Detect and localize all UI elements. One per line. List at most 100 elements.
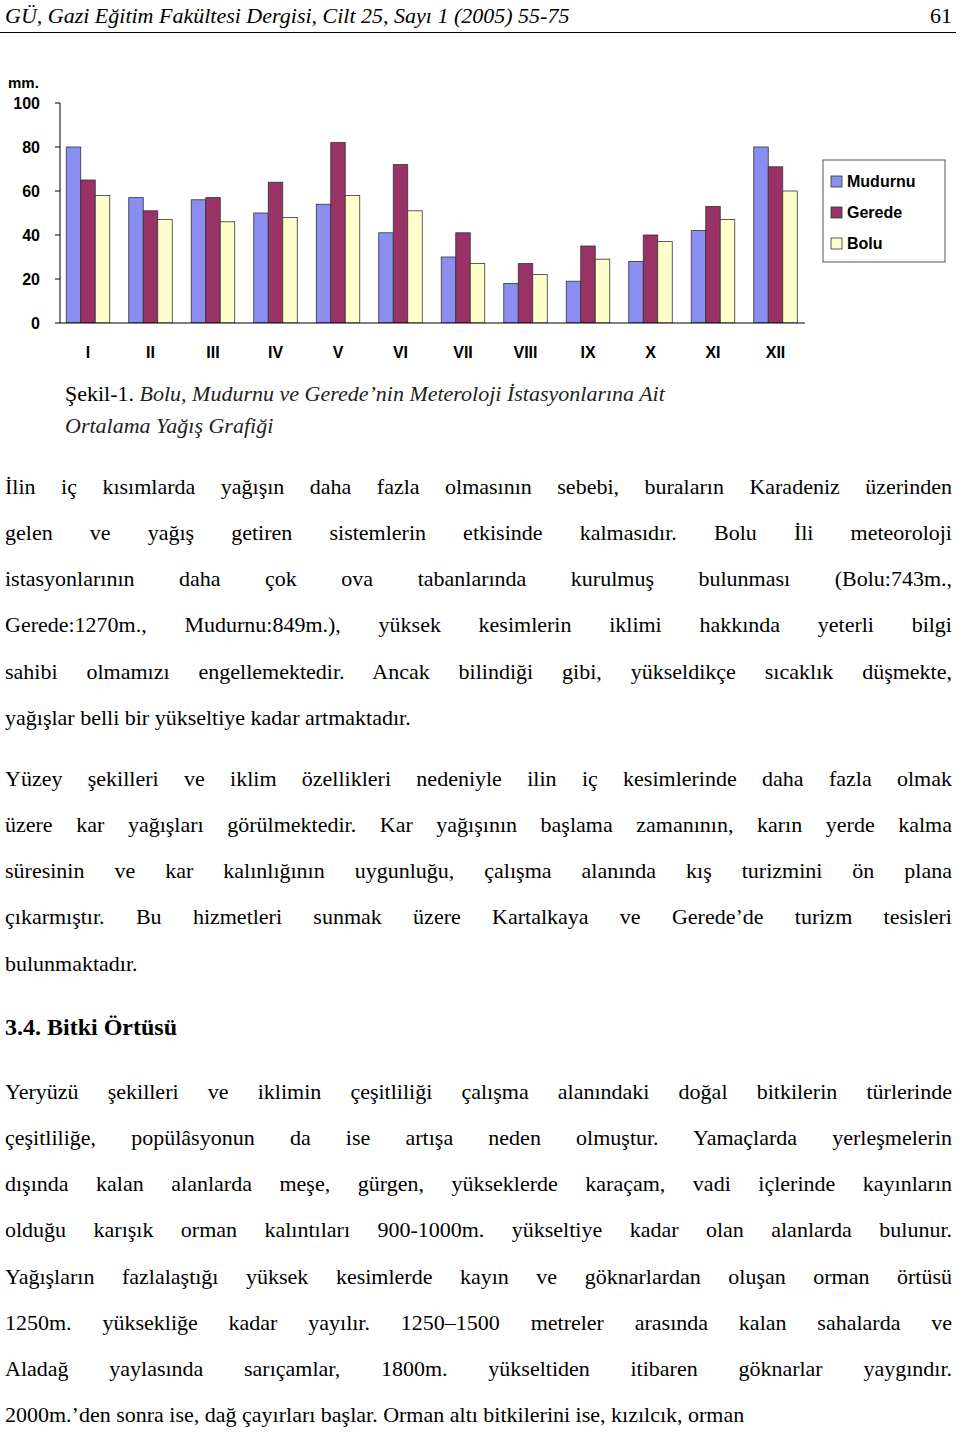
body-line: olduğu karışık orman kalıntıları 900-100… (5, 1216, 952, 1244)
x-tick-label: VIII (513, 344, 537, 361)
bar (629, 261, 644, 323)
legend-label: Mudurnu (847, 173, 915, 190)
body-line: 1250m. yüksekliğe kadar yayılır. 1250–15… (5, 1309, 952, 1337)
bar (643, 235, 658, 323)
bar (441, 257, 456, 323)
x-tick-label: V (333, 344, 344, 361)
body-line: çıkarmıştır. Bu hizmetleri sunmak üzere … (5, 903, 952, 931)
x-tick-label: IX (580, 344, 595, 361)
y-tick (55, 147, 60, 148)
bar (456, 233, 471, 323)
bar (143, 211, 158, 323)
body-line: üzere kar yağışları görülmektedir. Kar y… (5, 811, 952, 839)
body-line: Yüzey şekilleri ve iklim özellikleri ned… (5, 765, 952, 793)
bar (408, 211, 423, 323)
bar (754, 147, 769, 323)
y-tick-label: 60 (22, 183, 40, 200)
caption-text: Bolu, Mudurnu ve Gerede’nin Meteroloji İ… (140, 381, 665, 406)
chart: mm.020406080100IIIIIIIVVVIVIIVIIIIXXXIXI… (0, 0, 960, 375)
bar (706, 206, 721, 323)
body-line: Gerede:1270m., Mudurnu:849m.), yüksek ke… (5, 611, 952, 639)
legend-swatch (831, 176, 842, 187)
bar (283, 217, 298, 323)
body-line: gelen ve yağış getiren sistemlerin etkis… (5, 519, 952, 547)
bar (595, 259, 610, 323)
bar (316, 204, 331, 323)
x-tick-label: XII (766, 344, 786, 361)
body-line: dışında kalan alanlarda meşe, gürgen, yü… (5, 1170, 952, 1198)
body-line: çeşitliliğe, popülâsyonun da ise artışa … (5, 1124, 952, 1152)
caption-label: Şekil-1. (65, 381, 140, 406)
body-line: 2000m.’den sonra ise, dağ çayırları başl… (5, 1401, 952, 1429)
bar (254, 213, 269, 323)
body-line: sahibi olmamızı engellemektedir. Ancak b… (5, 658, 952, 686)
y-tick-label: 20 (22, 271, 40, 288)
y-tick-label: 40 (22, 227, 40, 244)
legend-label: Gerede (847, 204, 902, 221)
body-line: yağışlar belli bir yükseltiye kadar artm… (5, 704, 952, 732)
section-heading: 3.4. Bitki Örtüsü (5, 1012, 952, 1042)
bar (658, 242, 673, 323)
x-tick-label: VI (393, 344, 408, 361)
bar (268, 182, 283, 323)
body-line: Yağışların fazlalaştığı yüksek kesimlerd… (5, 1263, 952, 1291)
bar (768, 167, 783, 323)
bar (504, 283, 519, 323)
x-tick-label: XI (705, 344, 720, 361)
y-tick (55, 191, 60, 192)
bar (191, 200, 206, 323)
bar (95, 195, 110, 323)
header-title: GÜ, Gazi Eğitim Fakültesi Dergisi, Cilt … (5, 2, 952, 30)
bar (220, 222, 235, 323)
y-tick-label: 0 (31, 315, 40, 332)
y-axis (60, 103, 61, 323)
caption-line: Şekil-1. Bolu, Mudurnu ve Gerede’nin Met… (65, 380, 945, 408)
x-tick-label: VII (453, 344, 473, 361)
legend-swatch (831, 207, 842, 218)
y-tick (55, 103, 60, 104)
legend-box (823, 160, 945, 262)
y-tick (55, 279, 60, 280)
bar (129, 198, 144, 323)
x-tick-label: I (86, 344, 90, 361)
bar (206, 198, 221, 323)
bar (81, 180, 96, 323)
bar (66, 147, 81, 323)
y-tick (55, 323, 60, 324)
bar (533, 275, 548, 323)
bar (345, 195, 360, 323)
bars (66, 143, 797, 323)
caption-line: Ortalama Yağış Grafiği (65, 412, 945, 440)
legend-swatch (831, 238, 842, 249)
body-line: Aladağ yaylasında sarıçamlar, 1800m. yük… (5, 1355, 952, 1383)
bar (158, 220, 173, 323)
bar (470, 264, 485, 323)
legend-label: Bolu (847, 235, 883, 252)
header-rule (0, 32, 956, 33)
x-axis (60, 323, 805, 324)
body-line: istasyonlarının daha çok ova tabanlarınd… (5, 565, 952, 593)
bar (518, 264, 533, 323)
header-page: 61 (5, 2, 952, 30)
bar (566, 281, 581, 323)
y-axis-label: mm. (8, 74, 39, 91)
x-tick-label: III (206, 344, 219, 361)
bar (720, 220, 735, 323)
bar (783, 191, 798, 323)
y-tick (55, 235, 60, 236)
x-tick-label: IV (268, 344, 283, 361)
y-tick-label: 80 (22, 139, 40, 156)
bar (393, 165, 408, 323)
bar (379, 233, 394, 323)
body-line: süresinin ve kar kalınlığının uygunluğu,… (5, 857, 952, 885)
body-line: Yeryüzü şekilleri ve iklimin çeşitliliği… (5, 1078, 952, 1106)
x-tick-label: X (645, 344, 656, 361)
bar (691, 231, 706, 323)
x-tick-label: II (146, 344, 155, 361)
y-tick-label: 100 (13, 95, 40, 112)
bar (331, 143, 346, 323)
bar (581, 246, 596, 323)
body-line: İlin iç kısımlarda yağışın daha fazla ol… (5, 473, 952, 501)
body-line: bulunmaktadır. (5, 950, 952, 978)
caption-text: Ortalama Yağış Grafiği (65, 413, 273, 438)
